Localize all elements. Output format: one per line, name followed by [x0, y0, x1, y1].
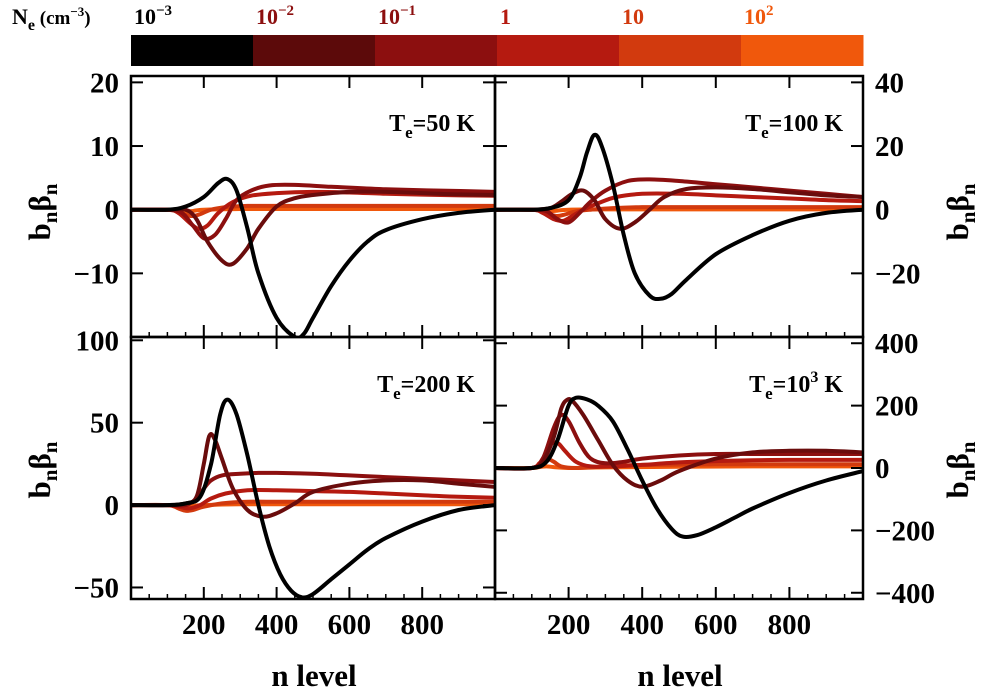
y-tick-label: 100 — [76, 325, 120, 357]
colorbar-tick-label: 10 — [622, 4, 644, 29]
colorbar-segments — [131, 35, 864, 66]
colorbar-tick-label: 102 — [744, 3, 774, 29]
panel-bottom-left: 200 400 600 800 100 50 0 −50 Te=200 K — [73, 325, 497, 641]
colorbar-segment — [619, 35, 742, 66]
y-tick-label: −10 — [73, 258, 119, 290]
panel-title: Te=103 K — [749, 369, 843, 403]
colorbar-segment — [253, 35, 376, 66]
colorbar-tick-label: 10−1 — [378, 3, 416, 29]
series-line-ne-1e-1 — [495, 412, 863, 471]
panel-title: Te=200 K — [377, 372, 475, 403]
y-tick-label: −400 — [875, 578, 935, 610]
xlabel-right: n level — [637, 658, 723, 692]
panel-bottom-right: 200 400 600 800 400 200 0 −200 −400 Te=103 K — [493, 328, 935, 641]
series-line-ne-1e-2 — [495, 185, 863, 231]
colorbar-label: Ne (cm−3) — [12, 4, 91, 34]
y-tick-label: −20 — [875, 258, 921, 290]
series-group — [495, 395, 863, 540]
y-tick-label: 0 — [105, 490, 120, 522]
series-line-ne-1e-3 — [131, 397, 495, 599]
colorbar-tick-label: 10−3 — [134, 3, 172, 29]
y-tick-label: −200 — [875, 515, 935, 547]
panel-top-left: 20 10 0 −10 Te=50 K — [73, 67, 497, 339]
ylabel-bottom-right: bnβn — [940, 441, 980, 498]
colorbar-segment — [375, 35, 498, 66]
colorbar-segment — [131, 35, 254, 66]
panel-title: Te=50 K — [389, 111, 475, 142]
x-tick-label: 600 — [328, 609, 372, 641]
series-line-ne-1e2 — [495, 464, 863, 471]
series-line-ne-1e-2 — [131, 189, 495, 267]
y-tick-label: 0 — [105, 195, 120, 227]
x-tick-label: 400 — [255, 609, 299, 641]
series-group — [495, 132, 863, 302]
xlabel-left: n level — [271, 658, 357, 692]
colorbar: 10−3 10−2 10−1 1 10 102 Ne (cm−3) — [12, 3, 864, 66]
y-tick-label: 50 — [90, 408, 119, 440]
y-tick-label: 200 — [875, 391, 919, 423]
y-tick-label: 10 — [90, 131, 119, 163]
colorbar-segment — [497, 35, 620, 66]
series-group — [131, 176, 495, 337]
x-tick-label: 600 — [694, 609, 738, 641]
x-tick-label: 200 — [547, 609, 591, 641]
series-group — [131, 397, 495, 599]
colorbar-tick-label: 1 — [500, 4, 511, 29]
ylabel-top-left: bnβn — [22, 183, 62, 240]
x-tick-label: 200 — [182, 609, 226, 641]
x-tick-label: 800 — [768, 609, 812, 641]
y-tick-label: 0 — [875, 195, 890, 227]
x-tick-label: 800 — [400, 609, 444, 641]
ylabel-top-right: bnβn — [940, 183, 980, 240]
colorbar-segment — [741, 35, 864, 66]
series-line-ne-1e-2 — [495, 397, 863, 489]
series-line-ne-1 — [495, 191, 863, 223]
colorbar-tick-label: 10−2 — [256, 3, 294, 29]
ylabel-bottom-left: bnβn — [22, 441, 62, 498]
panel-top-right: 40 20 0 −20 Te=100 K — [493, 67, 921, 339]
series-line-ne-1e-1 — [131, 182, 495, 241]
series-line-ne-1e-3 — [495, 132, 863, 302]
series-line-ne-1e-3 — [131, 176, 495, 337]
series-line-ne-1e-2 — [131, 432, 495, 519]
colorbar-tick-labels: 10−3 10−2 10−1 1 10 102 — [134, 3, 774, 29]
y-tick-label: 20 — [90, 67, 119, 99]
y-tick-label: 40 — [875, 67, 904, 99]
y-tick-label: 0 — [875, 453, 890, 485]
x-tick-label: 400 — [620, 609, 664, 641]
series-line-ne-1e-3 — [495, 395, 863, 540]
panel-title: Te=100 K — [745, 111, 843, 142]
y-tick-label: 20 — [875, 131, 904, 163]
y-tick-label: −50 — [73, 572, 119, 604]
y-tick-label: 400 — [875, 328, 919, 360]
